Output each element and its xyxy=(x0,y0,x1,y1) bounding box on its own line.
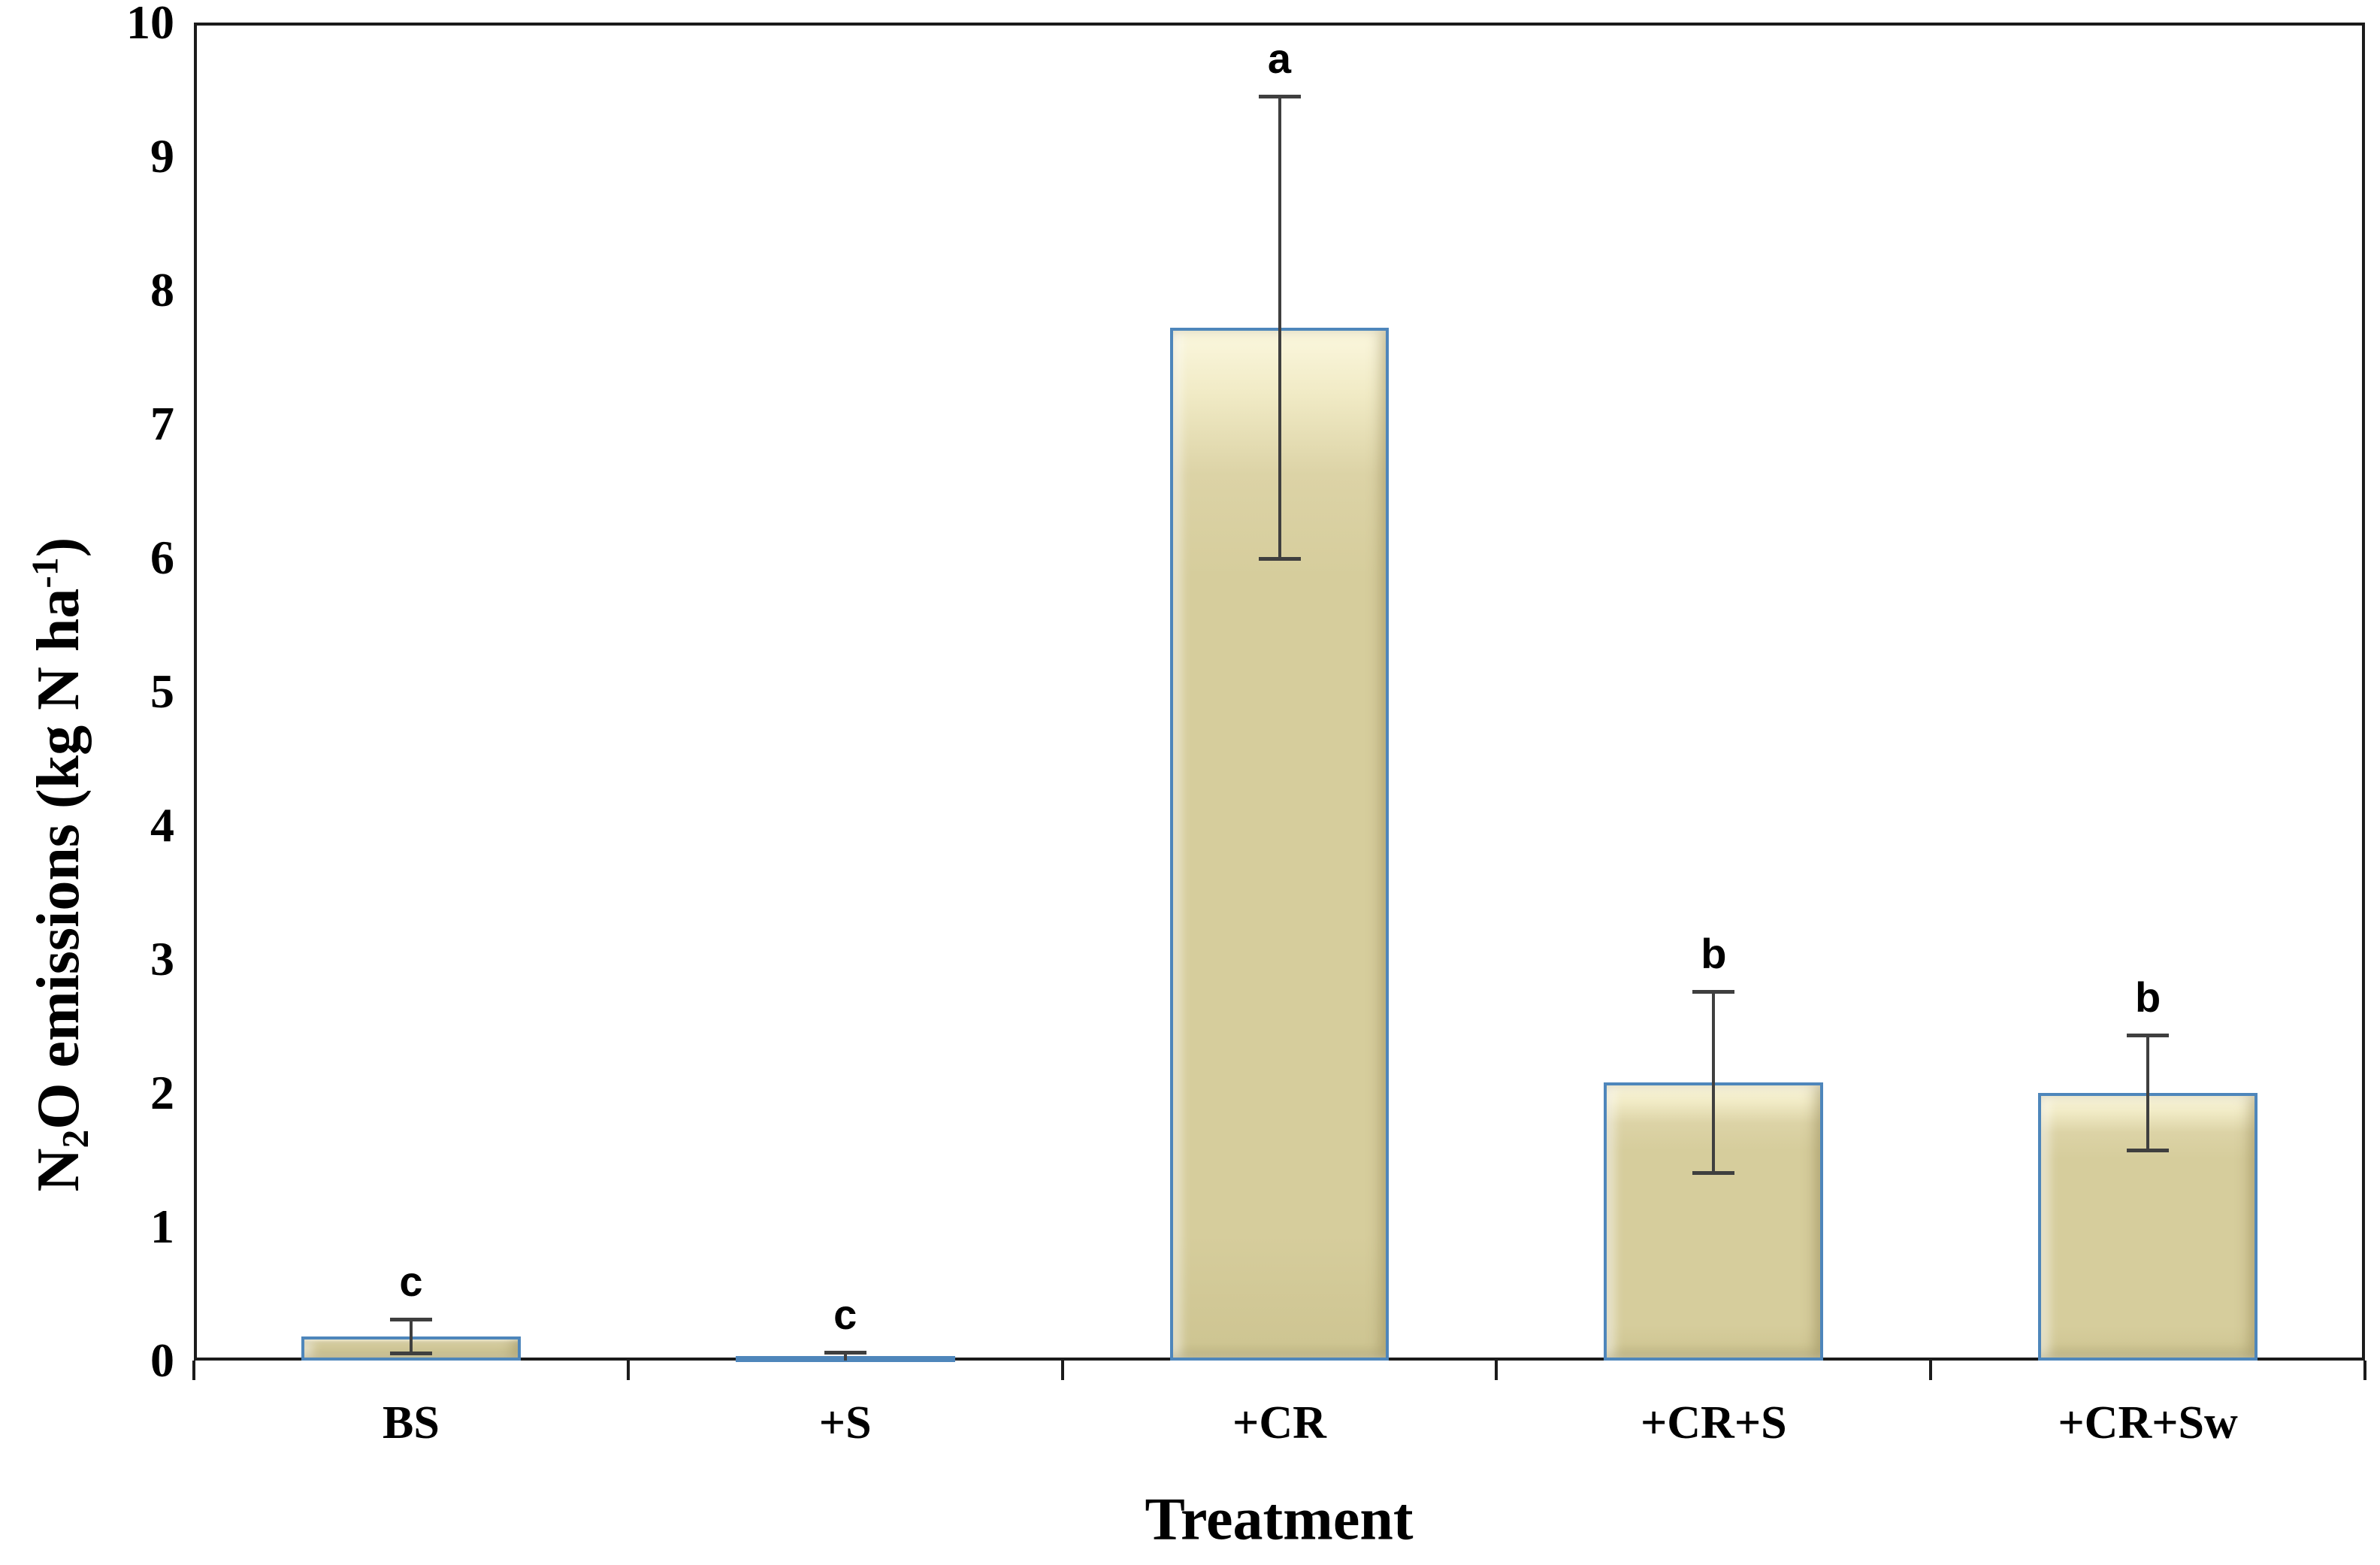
significance-letter-+S: c xyxy=(833,1291,857,1339)
significance-letter-BS: c xyxy=(399,1257,423,1305)
error-bar-BS xyxy=(409,1318,413,1355)
error-bar-top-cap-+CR xyxy=(1258,94,1301,98)
error-bar-+CR+Sw xyxy=(2146,1035,2150,1151)
y-axis-tick-label: 9 xyxy=(150,129,174,183)
x-axis-tick-mark xyxy=(2363,1361,2366,1380)
error-bar-top-cap-+CR+S xyxy=(1692,989,1735,994)
x-axis-label-+S: +S xyxy=(818,1397,872,1448)
error-bar-+CR xyxy=(1278,95,1281,559)
error-bar-top-cap-+S xyxy=(824,1351,866,1355)
x-axis-label-+CR+S: +CR+S xyxy=(1640,1397,1787,1448)
error-bar-+CR+S xyxy=(1712,991,1716,1173)
y-axis-tick-label: 1 xyxy=(150,1200,174,1253)
significance-letter-+CR+S: b xyxy=(1701,929,1727,977)
y-axis-tick-label: 10 xyxy=(126,0,174,49)
y-axis-tick-label: 8 xyxy=(150,263,174,316)
y-axis-title-prefix: N xyxy=(25,1148,92,1192)
y-axis-tick-label: 4 xyxy=(150,798,174,852)
x-axis-label-+CR: +CR xyxy=(1232,1397,1326,1448)
y-axis-tick-label: 6 xyxy=(150,531,174,584)
x-axis-tick-mark xyxy=(626,1361,630,1380)
error-bar-bottom-cap-+CR+S xyxy=(1692,1170,1735,1175)
x-axis-tick-mark xyxy=(1060,1361,1064,1380)
y-axis-tick-label: 2 xyxy=(150,1066,174,1119)
error-bar-bottom-cap-BS xyxy=(389,1352,432,1356)
y-axis-tick-label: 0 xyxy=(150,1333,174,1387)
x-axis-label-BS: BS xyxy=(382,1397,440,1448)
x-axis-title: Treatment xyxy=(1145,1486,1414,1553)
significance-letter-+CR: a xyxy=(1267,34,1292,82)
x-axis-tick-mark xyxy=(192,1361,195,1380)
x-axis-tick-mark xyxy=(1929,1361,1933,1380)
y-axis-tick-label: 5 xyxy=(150,664,174,718)
error-bar-top-cap-BS xyxy=(389,1317,432,1321)
error-bar-bottom-cap-+CR+Sw xyxy=(2127,1148,2170,1152)
error-bar-+S xyxy=(843,1352,847,1361)
y-axis-tick-label: 3 xyxy=(150,932,174,985)
significance-letter-+CR+Sw: b xyxy=(2134,973,2161,1022)
y-axis-tick-label: 7 xyxy=(150,397,174,450)
error-bar-bottom-cap-+CR xyxy=(1258,556,1301,561)
x-axis-tick-mark xyxy=(1495,1361,1498,1380)
x-axis-label-+CR+Sw: +CR+Sw xyxy=(2058,1397,2238,1448)
y-axis-title-subscript: 2 xyxy=(54,1129,96,1149)
error-bar-top-cap-+CR+Sw xyxy=(2127,1034,2170,1038)
